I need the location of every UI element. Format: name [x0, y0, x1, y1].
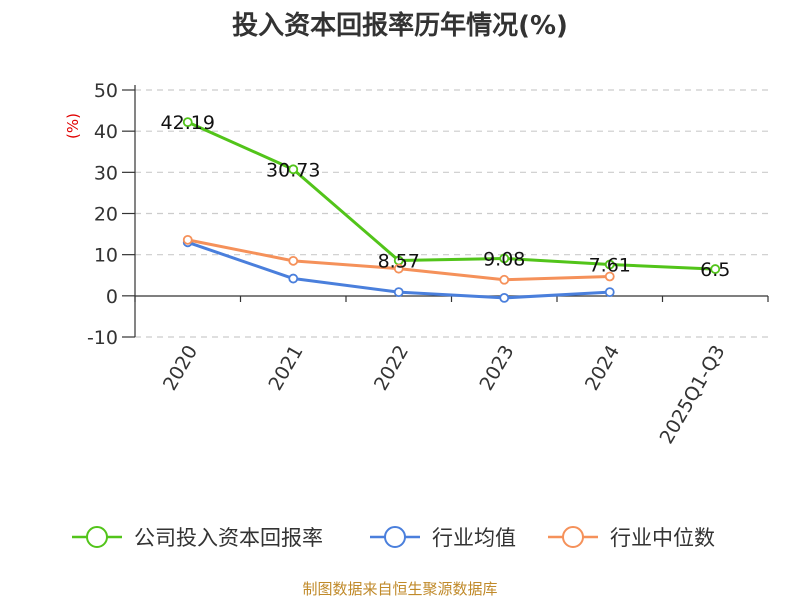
- y-tick-label: 50: [94, 80, 118, 102]
- series-line: [187, 120, 716, 271]
- data-label: 7.61: [589, 255, 631, 277]
- data-label: 9.08: [483, 248, 525, 270]
- data-point: [288, 164, 299, 175]
- data-point: [182, 234, 193, 245]
- data-point: [288, 273, 299, 284]
- data-labels: 42.19 30.73 8.57 9.08 7.61 6.5: [161, 112, 731, 281]
- legend[interactable]: 公司投入资本回报率 行业均值 行业中位数: [72, 526, 715, 550]
- y-tick-label: 40: [94, 121, 118, 143]
- legend-swatch-marker[interactable]: [562, 526, 584, 548]
- y-tick-label: 0: [106, 286, 118, 308]
- data-point: [710, 264, 721, 274]
- data-point: [393, 263, 404, 274]
- y-tick-label: 30: [94, 162, 118, 184]
- data-point: [393, 287, 404, 298]
- x-ticks: 2020 2021 2022 2023 2024 2025Q1-Q3: [159, 342, 730, 448]
- legend-label[interactable]: 公司投入资本回报率: [134, 526, 323, 550]
- data-label: 8.57: [378, 251, 420, 273]
- data-point: [499, 274, 510, 285]
- x-tick-label: 2025Q1-Q3: [656, 342, 730, 448]
- chart-title: 投入资本回报率历年情况(%): [232, 10, 568, 41]
- legend-label[interactable]: 行业中位数: [610, 526, 715, 550]
- y-axis-label: (%): [64, 113, 82, 139]
- data-point: [288, 255, 299, 266]
- data-label: 30.73: [266, 159, 320, 181]
- x-tick-label: 2023: [475, 342, 518, 395]
- legend-label[interactable]: 行业均值: [432, 526, 516, 550]
- data-label: 6.5: [700, 259, 730, 281]
- x-tick-label: 2022: [370, 342, 413, 395]
- x-tick-label: 2024: [581, 342, 624, 395]
- series-layer: [182, 117, 721, 303]
- data-label: 42.19: [161, 112, 215, 134]
- data-point: [604, 259, 615, 270]
- y-ticks: 50 40 30 20 10 0 -10: [87, 80, 135, 349]
- axes: [134, 85, 769, 337]
- data-point: [182, 117, 193, 128]
- legend-swatch-marker[interactable]: [86, 526, 108, 548]
- x-tick-label: 2021: [264, 342, 307, 395]
- data-point: [499, 292, 510, 303]
- x-tick-label: 2020: [159, 342, 202, 395]
- data-point: [604, 287, 615, 298]
- y-tick-label: 10: [94, 245, 118, 267]
- data-point: [499, 253, 510, 264]
- data-point: [604, 271, 615, 282]
- legend-swatch-marker[interactable]: [384, 526, 406, 548]
- source-note: 制图数据来自恒生聚源数据库: [302, 580, 497, 598]
- y-tick-label: -10: [87, 327, 118, 349]
- y-tick-label: 20: [94, 204, 118, 226]
